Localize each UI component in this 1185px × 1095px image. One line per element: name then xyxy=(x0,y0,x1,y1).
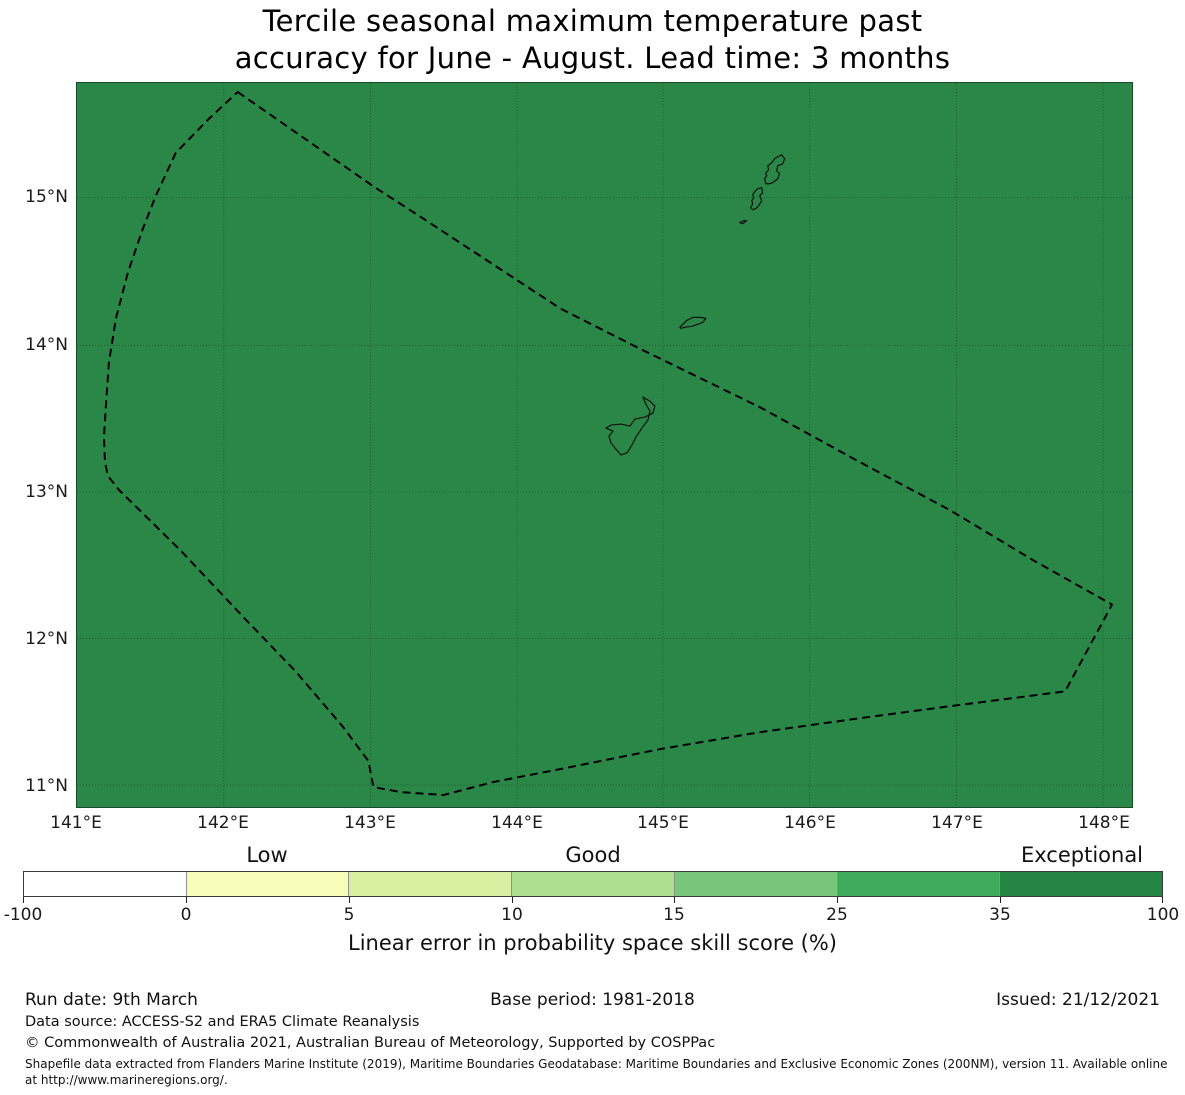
colorbar-tickmark xyxy=(23,897,24,903)
xtick-146e: 146°E xyxy=(784,813,836,833)
map-canvas xyxy=(76,82,1133,808)
colorbar-segment-6 xyxy=(836,872,1000,896)
island-saipan xyxy=(764,154,786,185)
colorbar-tick-25: 25 xyxy=(826,905,848,925)
colorbar-tick-5: 5 xyxy=(343,905,355,925)
latitude-gridlines xyxy=(77,197,1132,786)
title-line-1: Tercile seasonal maximum temperature pas… xyxy=(262,4,923,38)
colorbar-tick-100: 100 xyxy=(1146,905,1180,925)
colorbar-caption: Linear error in probability space skill … xyxy=(348,931,837,955)
copyright-note: © Commonwealth of Australia 2021, Austra… xyxy=(25,1035,716,1051)
colorbar-tick-35: 35 xyxy=(989,905,1011,925)
ytick-12n: 12°N xyxy=(25,629,68,649)
run-date: Run date: 9th March xyxy=(25,990,198,1010)
colorbar-label-good: Good xyxy=(565,843,621,867)
shapefile-note-line1: Shapefile data extracted from Flanders M… xyxy=(25,1057,1168,1071)
xtick-143e: 143°E xyxy=(344,813,396,833)
colorbar-tickmark xyxy=(1162,897,1163,903)
title-line-2: accuracy for June - August. Lead time: 3… xyxy=(234,41,951,75)
base-period: Base period: 1981-2018 xyxy=(490,990,695,1010)
colorbar-label-exceptional: Exceptional xyxy=(1020,843,1144,867)
colorbar-segment-3 xyxy=(348,872,512,896)
colorbar-tickmark xyxy=(837,897,838,903)
colorbar-tick-10: 10 xyxy=(501,905,523,925)
eez-boundary xyxy=(102,90,1114,797)
issued-date: Issued: 21/12/2021 xyxy=(996,990,1160,1010)
colorbar-segment-2 xyxy=(185,872,349,896)
colorbar-tickmark xyxy=(186,897,187,903)
colorbar-tick-15: 15 xyxy=(663,905,685,925)
colorbar-tickmark xyxy=(1000,897,1001,903)
shapefile-note-line2: at http://www.marineregions.org/. xyxy=(25,1073,228,1087)
ytick-11n: 11°N xyxy=(25,776,68,796)
xtick-145e: 145°E xyxy=(637,813,689,833)
colorbar-tickmark xyxy=(349,897,350,903)
island-rota xyxy=(679,316,707,329)
figure-title: Tercile seasonal maximum temperature pas… xyxy=(0,3,1185,77)
map-overlay xyxy=(77,83,1132,807)
xtick-142e: 142°E xyxy=(197,813,249,833)
xtick-147e: 147°E xyxy=(931,813,983,833)
colorbar-tick-0: 0 xyxy=(180,905,192,925)
colorbar-segment-5 xyxy=(673,872,837,896)
ytick-13n: 13°N xyxy=(25,482,68,502)
colorbar-segment-4 xyxy=(511,872,674,896)
colorbar-segment-1 xyxy=(24,872,186,896)
ytick-15n: 15°N xyxy=(25,187,68,207)
colorbar-tickmark xyxy=(674,897,675,903)
longitude-gridlines xyxy=(223,83,1104,807)
colorbar xyxy=(23,871,1163,897)
xtick-144e: 144°E xyxy=(491,813,543,833)
xtick-141e: 141°E xyxy=(50,813,102,833)
island-guam xyxy=(605,396,656,456)
colorbar-segment-7 xyxy=(999,872,1163,896)
data-source-note: Data source: ACCESS-S2 and ERA5 Climate … xyxy=(25,1014,420,1030)
colorbar-tick--100: -100 xyxy=(3,905,43,925)
ytick-14n: 14°N xyxy=(25,335,68,355)
island-aguijan xyxy=(739,220,748,225)
island-tinian xyxy=(750,187,764,211)
xtick-148e: 148°E xyxy=(1078,813,1130,833)
colorbar-tickmark xyxy=(512,897,513,903)
colorbar-label-low: Low xyxy=(246,843,288,867)
